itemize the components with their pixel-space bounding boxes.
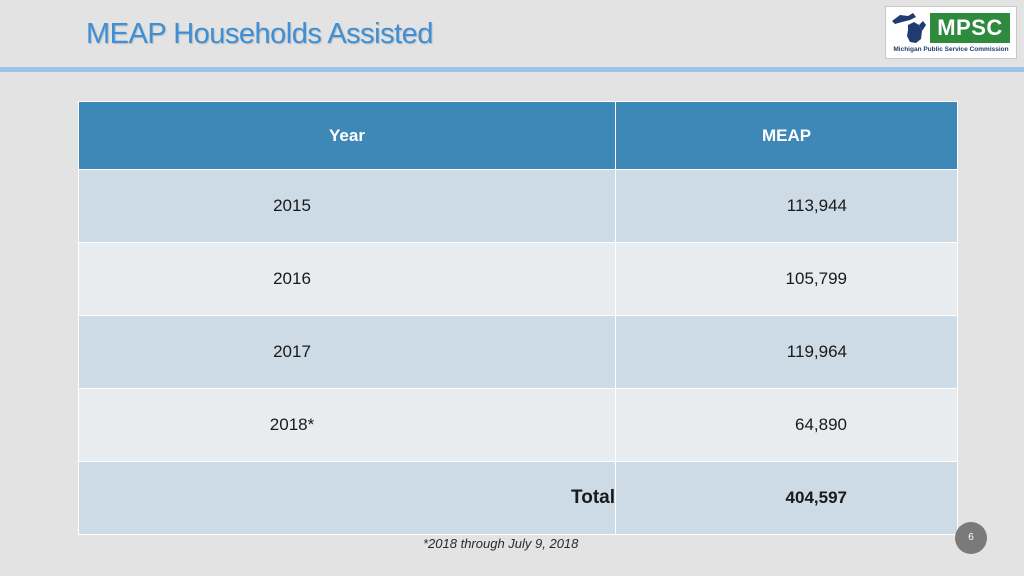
logo-wordmark: MPSC — [930, 13, 1010, 43]
table-header-row: Year MEAP — [78, 101, 958, 170]
table-row: 2015 113,944 — [78, 169, 958, 243]
footnote: *2018 through July 9, 2018 — [423, 536, 579, 551]
meap-cell: 119,964 — [615, 315, 958, 389]
table-row: 2016 105,799 — [78, 242, 958, 316]
title-divider — [0, 67, 1024, 72]
michigan-map-icon — [892, 13, 926, 43]
year-cell: 2018* — [78, 388, 616, 462]
total-value: 404,597 — [615, 461, 958, 535]
total-row: Total 404,597 — [78, 461, 958, 535]
meap-column-header: MEAP — [615, 101, 958, 170]
meap-cell: 113,944 — [615, 169, 958, 243]
logo-subtitle: Michigan Public Service Commission — [893, 46, 1009, 53]
year-cell: 2017 — [78, 315, 616, 389]
total-label: Total — [78, 461, 616, 535]
table-row: 2018* 64,890 — [78, 388, 958, 462]
mpsc-logo: MPSC Michigan Public Service Commission — [885, 6, 1017, 59]
year-column-header: Year — [78, 101, 616, 170]
year-cell: 2015 — [78, 169, 616, 243]
page-number-badge: 6 — [955, 522, 987, 554]
meap-cell: 64,890 — [615, 388, 958, 462]
slide-title: MEAP Households Assisted — [86, 18, 433, 50]
table-row: 2017 119,964 — [78, 315, 958, 389]
meap-cell: 105,799 — [615, 242, 958, 316]
meap-table: Year MEAP 2015 113,944 2016 105,799 2017… — [78, 101, 958, 535]
year-cell: 2016 — [78, 242, 616, 316]
